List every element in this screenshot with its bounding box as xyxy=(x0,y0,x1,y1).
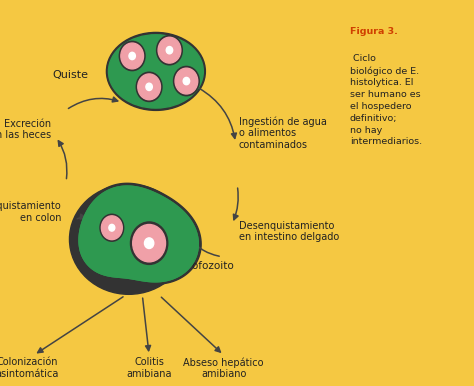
Circle shape xyxy=(109,224,115,231)
Circle shape xyxy=(101,216,122,240)
Circle shape xyxy=(156,36,182,65)
Text: Desenquistamiento
en intestino delgado: Desenquistamiento en intestino delgado xyxy=(239,221,339,242)
Circle shape xyxy=(133,225,165,262)
Text: Ingestión de agua
o alimentos
contaminados: Ingestión de agua o alimentos contaminad… xyxy=(239,116,327,150)
Text: Ciclo
biológico de E.
histolytica. El
ser humano es
el hospedero
definitivo;
no : Ciclo biológico de E. histolytica. El se… xyxy=(350,54,422,146)
Text: Colitis
amibiana: Colitis amibiana xyxy=(127,357,172,379)
Circle shape xyxy=(129,52,136,59)
Text: Trofozoito: Trofozoito xyxy=(183,261,234,271)
Text: Abseso hepático
amibiano: Abseso hepático amibiano xyxy=(183,357,264,379)
Circle shape xyxy=(146,83,152,91)
Text: Enquistamiento
en colon: Enquistamiento en colon xyxy=(0,201,61,223)
Text: Colonización
asintomática: Colonización asintomática xyxy=(0,357,59,379)
Circle shape xyxy=(173,66,199,96)
Polygon shape xyxy=(76,183,201,284)
Text: Excreción
en las heces: Excreción en las heces xyxy=(0,119,51,140)
Circle shape xyxy=(158,37,181,63)
Text: Figura 3.: Figura 3. xyxy=(350,27,398,36)
Circle shape xyxy=(138,74,161,100)
Circle shape xyxy=(130,222,168,264)
Ellipse shape xyxy=(109,35,203,108)
Circle shape xyxy=(166,47,173,54)
Circle shape xyxy=(100,214,124,241)
Ellipse shape xyxy=(107,32,205,110)
Circle shape xyxy=(145,238,154,249)
Ellipse shape xyxy=(70,184,188,294)
Circle shape xyxy=(136,72,162,102)
Text: Quiste: Quiste xyxy=(52,70,88,80)
Polygon shape xyxy=(79,186,198,282)
Circle shape xyxy=(121,43,144,69)
Circle shape xyxy=(183,77,190,85)
Circle shape xyxy=(119,41,145,71)
Circle shape xyxy=(175,68,198,94)
Polygon shape xyxy=(79,186,198,282)
